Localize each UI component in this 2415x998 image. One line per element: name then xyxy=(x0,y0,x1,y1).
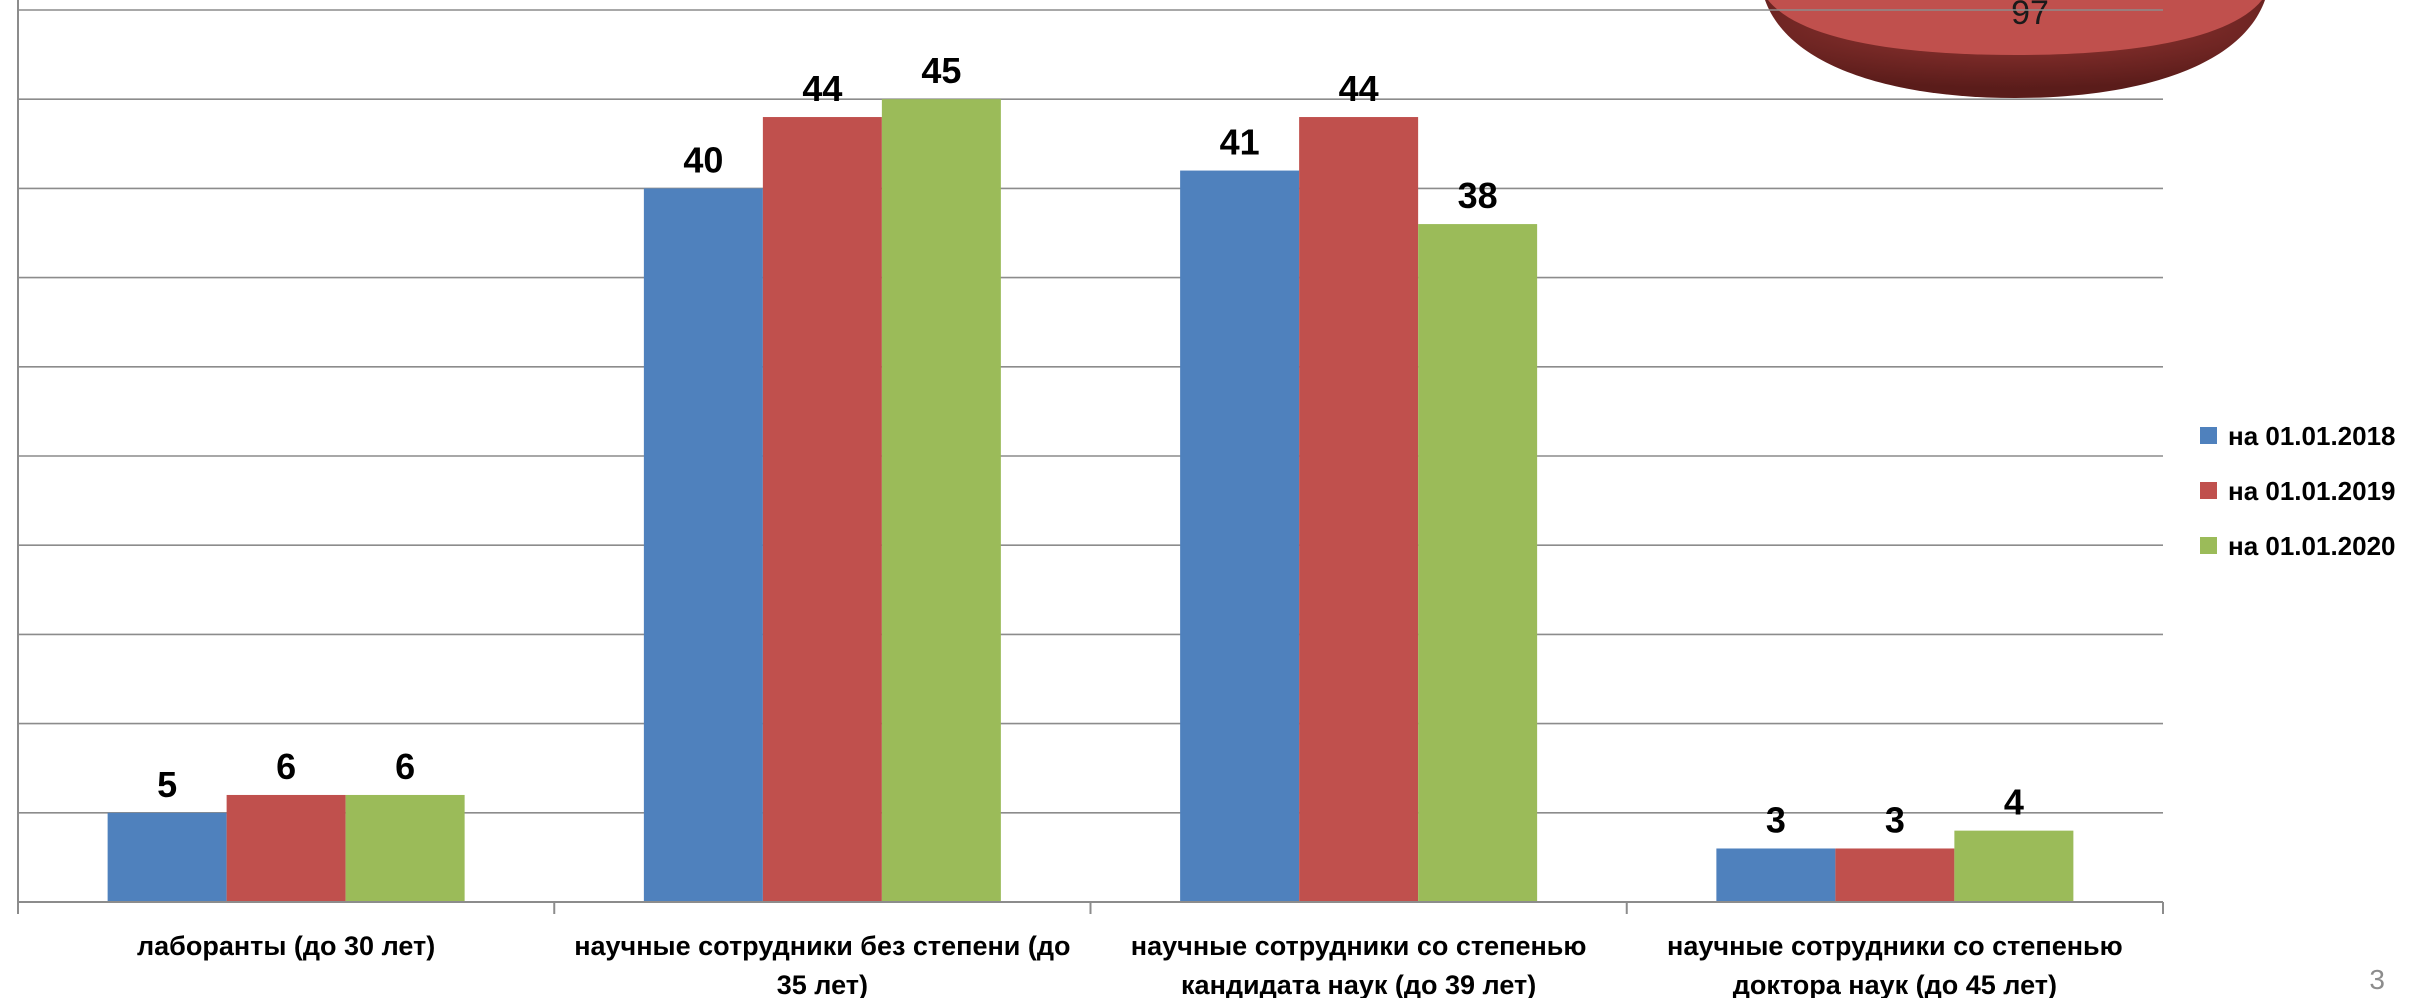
data-label: 5 xyxy=(157,764,177,805)
bar xyxy=(1418,224,1538,902)
category-label: лаборанты (до 30 лет) xyxy=(137,931,435,961)
pie-chart-fragment: 97 xyxy=(1765,0,2265,98)
category-labels: лаборанты (до 30 лет) научные сотрудники … xyxy=(137,931,2123,998)
category-label: научные сотрудники со степенью xyxy=(1667,931,2123,961)
legend: на 01.01.2018 на 01.01.2019 на 01.01.2020 xyxy=(2200,421,2396,561)
data-label: 41 xyxy=(1220,122,1260,163)
bar xyxy=(1716,848,1836,902)
bar xyxy=(226,794,346,902)
bar xyxy=(1835,848,1955,902)
data-label: 3 xyxy=(1766,799,1786,840)
legend-label: на 01.01.2019 xyxy=(2228,476,2396,506)
bar xyxy=(881,99,1001,902)
page-number: 3 xyxy=(2369,964,2385,995)
category-label: кандидата наук (до 39 лет) xyxy=(1181,970,1536,998)
data-labels: 5 6 6 40 44 45 41 44 38 3 3 4 xyxy=(157,50,2024,840)
x-axis xyxy=(17,0,2164,914)
bar xyxy=(1954,830,2074,902)
bar xyxy=(345,794,465,902)
bar xyxy=(107,812,227,902)
bar xyxy=(643,188,763,902)
data-label: 4 xyxy=(2004,782,2024,823)
data-label: 38 xyxy=(1458,175,1498,216)
data-label: 45 xyxy=(921,50,961,91)
gridlines xyxy=(18,9,2163,903)
data-label: 44 xyxy=(802,68,842,109)
legend-swatch xyxy=(2200,427,2217,444)
data-label: 44 xyxy=(1339,68,1379,109)
category-label: доктора наук (до 45 лет) xyxy=(1733,970,2057,998)
bar xyxy=(762,117,882,903)
pie-top xyxy=(1768,0,2262,55)
bars xyxy=(107,99,2074,903)
pie-value-label: 97 xyxy=(2011,0,2049,32)
legend-swatch xyxy=(2200,482,2217,499)
legend-label: на 01.01.2020 xyxy=(2228,531,2396,561)
data-label: 6 xyxy=(395,746,415,787)
bar xyxy=(1299,117,1419,903)
category-label: научные сотрудники без степени (до xyxy=(574,931,1070,961)
data-label: 3 xyxy=(1885,799,1905,840)
category-label: 35 лет) xyxy=(777,970,868,998)
data-label: 40 xyxy=(683,139,723,180)
data-label: 6 xyxy=(276,746,296,787)
legend-label: на 01.01.2018 xyxy=(2228,421,2396,451)
bar xyxy=(1180,170,1300,902)
legend-swatch xyxy=(2200,537,2217,554)
category-label: научные сотрудники со степенью xyxy=(1131,931,1587,961)
